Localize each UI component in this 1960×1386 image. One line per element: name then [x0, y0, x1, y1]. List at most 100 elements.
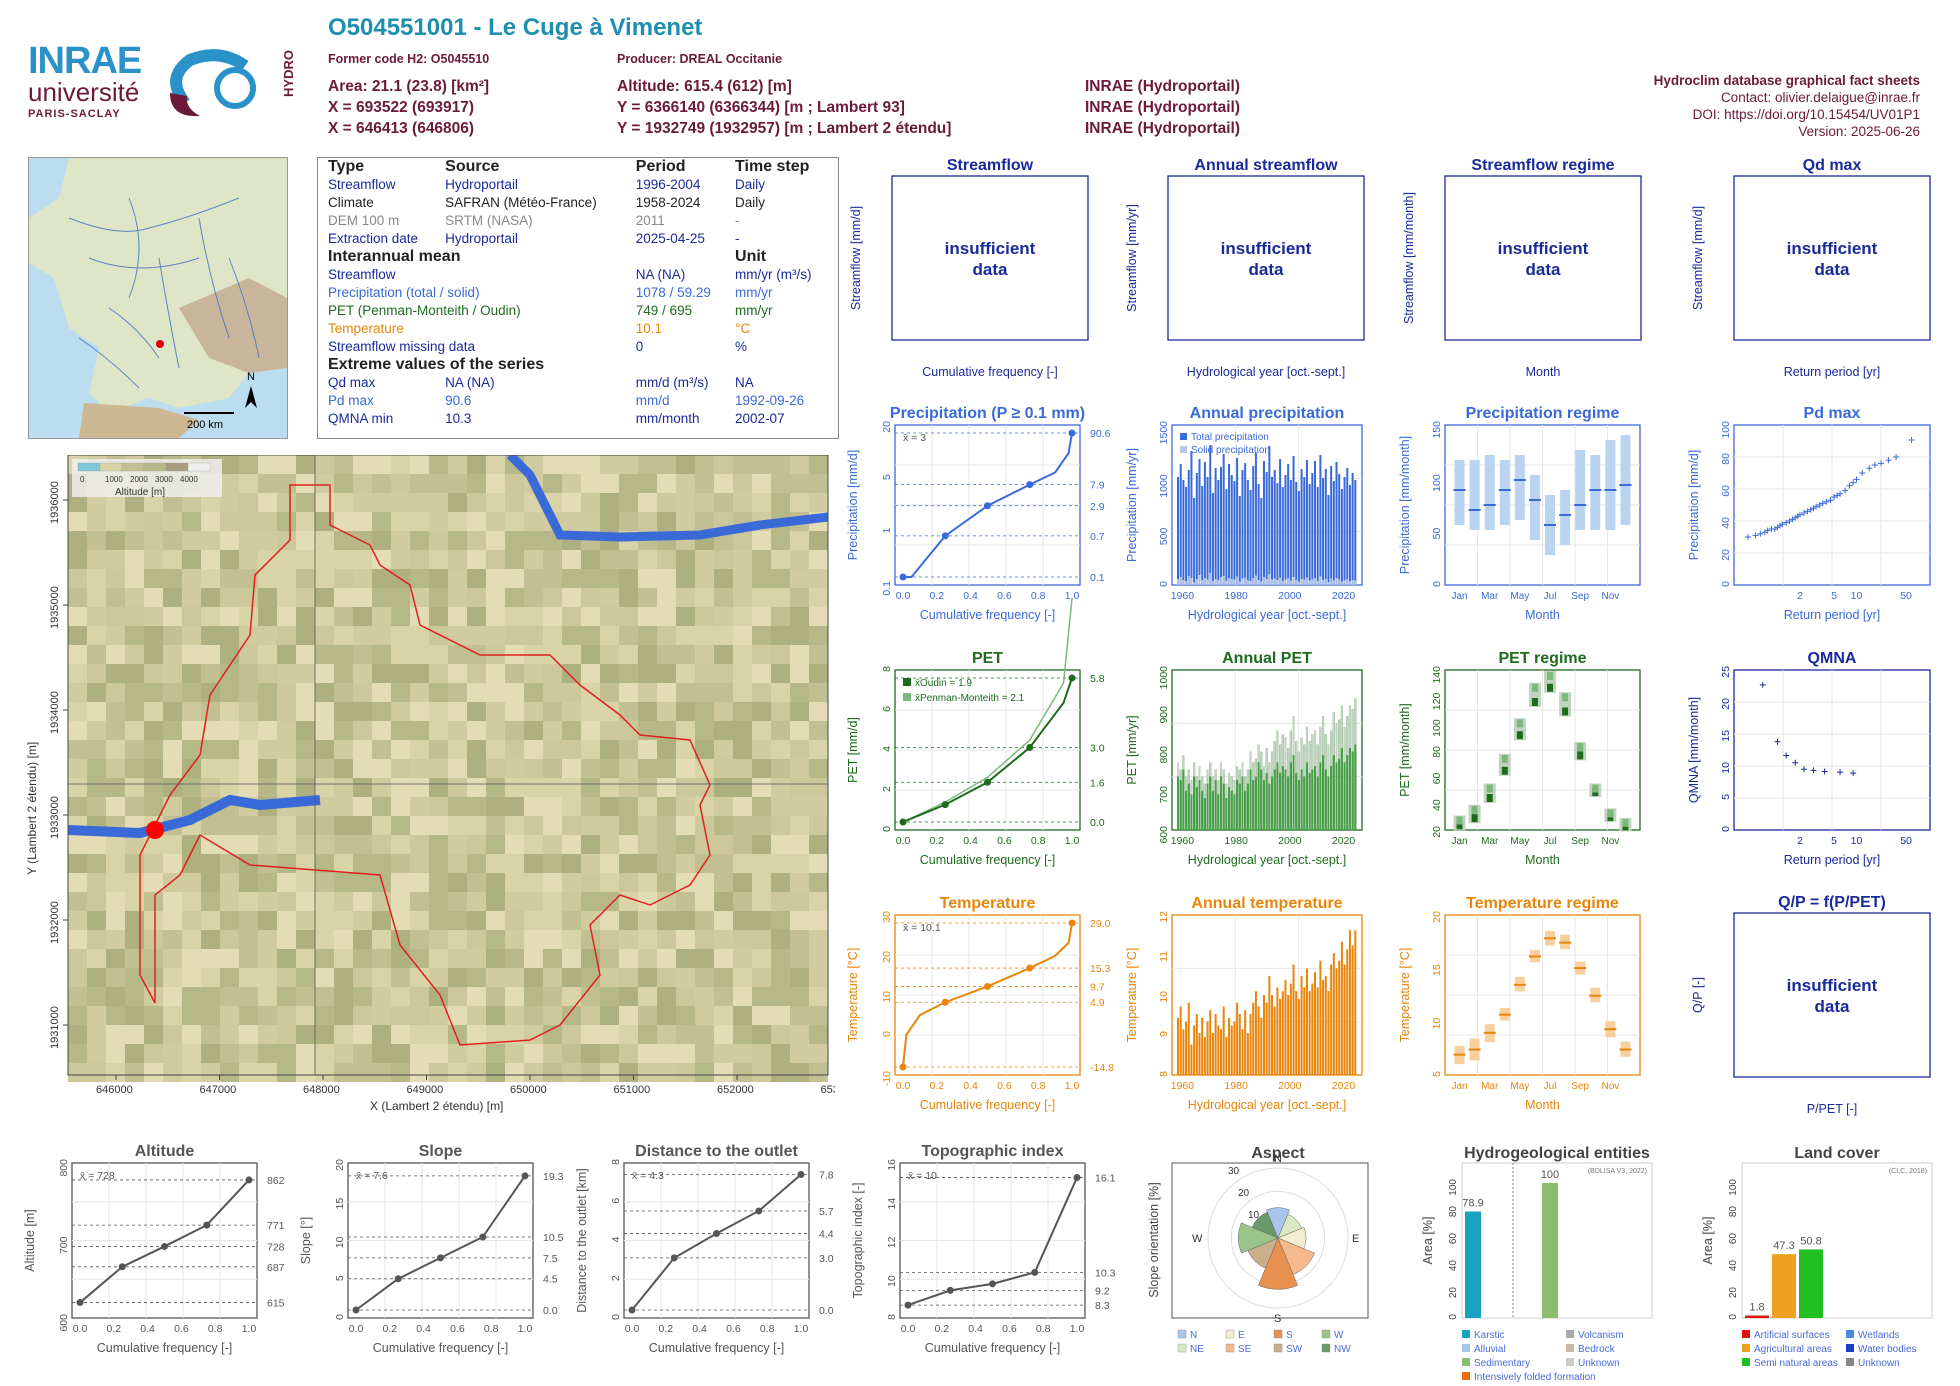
x-tick-label: 0.6 — [997, 835, 1012, 847]
dem-cell — [676, 1044, 695, 1063]
dem-cell — [239, 949, 258, 968]
dem-cell — [771, 702, 790, 721]
dem-cell — [733, 702, 752, 721]
dem-cell — [163, 797, 182, 816]
x-axis-label: Cumulative frequency [-] — [920, 853, 1055, 867]
bar — [1799, 1249, 1823, 1318]
dem-cell — [619, 911, 638, 930]
dem-cell — [258, 569, 277, 588]
dem-cell — [163, 607, 182, 626]
bar-value-label: 100 — [1541, 1169, 1559, 1181]
dem-cell — [771, 911, 790, 930]
dem-cell — [239, 664, 258, 683]
dem-cell — [87, 740, 106, 759]
y-axis-label: Precipitation [mm/d] — [846, 450, 860, 560]
bar — [1305, 968, 1308, 1075]
dem-cell — [790, 1006, 809, 1025]
dem-cell — [144, 835, 163, 854]
dem-cell — [638, 1044, 657, 1063]
dem-cell — [638, 892, 657, 911]
regime-box — [1575, 450, 1586, 530]
dem-cell — [201, 1025, 220, 1044]
bar — [1193, 498, 1196, 585]
bar — [1182, 1029, 1185, 1075]
y-axis-label: Precipitation [mm/yr] — [1125, 448, 1139, 562]
y-tick-label: 1000 — [1158, 474, 1170, 498]
dem-cell — [733, 493, 752, 512]
dem-cell — [733, 854, 752, 873]
dem-cell — [220, 626, 239, 645]
info-extreme-row: Qd max NA (NA) mm/d (m³/s) NA — [328, 375, 754, 390]
dem-cell — [543, 816, 562, 835]
bar-pm — [1319, 726, 1322, 763]
dem-cell — [163, 493, 182, 512]
dem-cell — [239, 816, 258, 835]
dem-cell — [334, 455, 353, 474]
x-tick-label: 1.0 — [1065, 590, 1080, 602]
dem-cell — [809, 854, 828, 873]
bar-pm — [1177, 762, 1180, 777]
bar-overlay — [1198, 575, 1201, 585]
dem-cell — [429, 778, 448, 797]
source-note: (BDLISA V3, 2022) — [1588, 1168, 1647, 1175]
dem-cell — [87, 588, 106, 607]
dem-cell — [600, 854, 619, 873]
bar-oudin — [1295, 773, 1298, 830]
dem-cell — [790, 588, 809, 607]
dem-cell — [220, 664, 239, 683]
dem-cell — [106, 1063, 125, 1082]
bar — [1335, 968, 1338, 1075]
data-point — [1073, 1174, 1081, 1182]
regime-oudin — [1501, 766, 1508, 775]
dem-cell — [714, 721, 733, 740]
dem-frame — [67, 454, 829, 1076]
dem-cell — [562, 759, 581, 778]
bar — [1327, 991, 1330, 1075]
dem-cell — [106, 740, 125, 759]
chart-title: Precipitation (P ≥ 0.1 mm) — [890, 405, 1085, 422]
former-code: Former code H2: O5045510 — [328, 52, 490, 66]
insufficient-label: insufficient — [1787, 976, 1878, 995]
dem-cell — [106, 835, 125, 854]
dem-cell — [68, 873, 87, 892]
dem-cell — [638, 569, 657, 588]
x-axis-label: Return period [yr] — [1784, 608, 1881, 622]
dem-cell — [752, 1063, 771, 1082]
legend-swatch — [903, 693, 911, 701]
dem-cell — [258, 493, 277, 512]
y-tick-label: 20 — [1720, 698, 1732, 710]
dem-cell — [524, 1025, 543, 1044]
dem-cell — [163, 1025, 182, 1044]
dem-cell — [429, 683, 448, 702]
bar — [1203, 1036, 1206, 1075]
bar-overlay — [1292, 577, 1295, 585]
dem-cell — [790, 531, 809, 550]
dem-cell — [125, 759, 144, 778]
dem-cell — [752, 626, 771, 645]
dem-cell — [296, 816, 315, 835]
dem-cell — [296, 607, 315, 626]
insufficient-label: data — [1249, 260, 1285, 279]
dem-cell — [562, 873, 581, 892]
dem-cell — [505, 987, 524, 1006]
dem-cell — [144, 569, 163, 588]
dem-cell — [657, 949, 676, 968]
dem-cell — [239, 778, 258, 797]
dem-cell — [220, 968, 239, 987]
dem-cell — [239, 645, 258, 664]
dem-cell — [581, 569, 600, 588]
dem-cell — [239, 512, 258, 531]
dem-cell — [429, 1063, 448, 1082]
y-tick-label: 20 — [881, 421, 893, 433]
dem-cell — [353, 645, 372, 664]
data-point — [1816, 502, 1823, 508]
dem-cell — [353, 588, 372, 607]
dem-cell — [657, 569, 676, 588]
dem-cell — [125, 588, 144, 607]
dem-cell — [353, 607, 372, 626]
dem-cell — [391, 1044, 410, 1063]
dem-cell — [296, 550, 315, 569]
dem-cell — [106, 626, 125, 645]
y-tick-label: 0 — [1720, 581, 1732, 587]
dem-cell — [296, 645, 315, 664]
